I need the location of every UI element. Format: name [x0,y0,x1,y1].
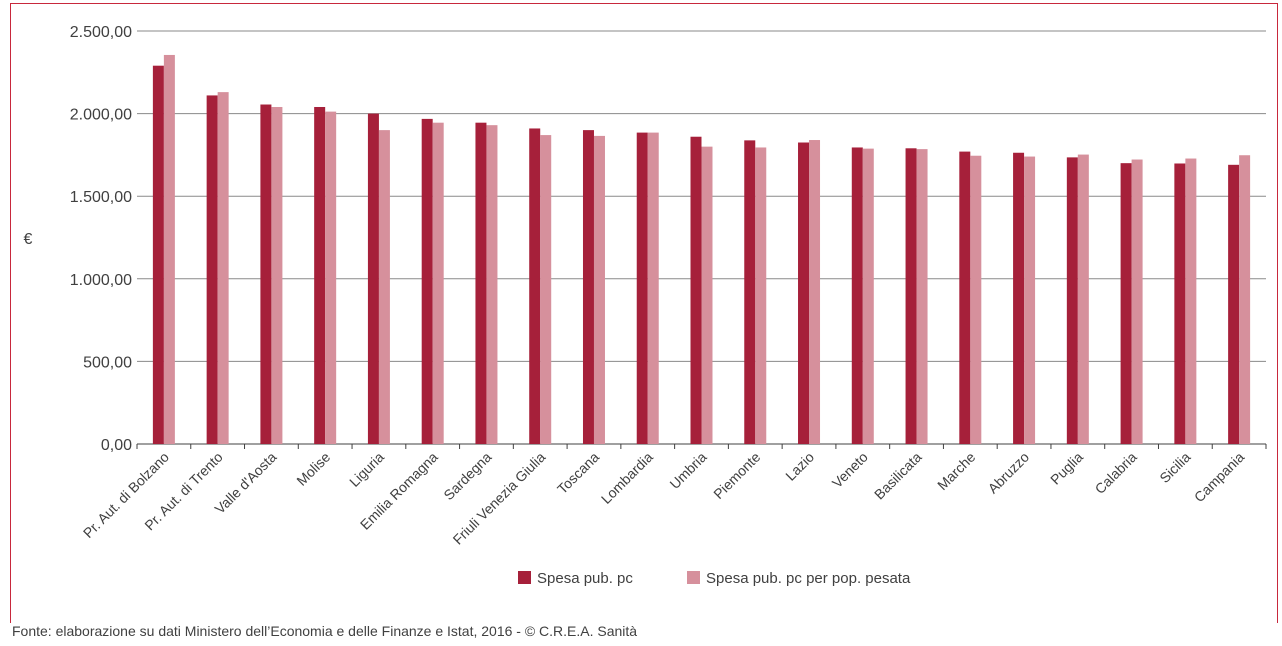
x-tick-label: Marche [934,449,978,493]
bar-spesa-pub-pc [1174,163,1186,444]
bar-spesa-pub-pc [851,147,863,444]
bar-spesa-pub-pc [260,104,272,444]
legend-label: Spesa pub. pc per pop. pesata [706,570,911,587]
x-tick-label: Basilicata [871,449,925,503]
y-tick-label: 1.500,00 [70,189,132,206]
bar-spesa-pub-pc [1228,164,1240,444]
x-tick-label: Campania [1191,449,1248,506]
source-note: Fonte: elaborazione su dati Ministero de… [12,623,638,639]
bar-spesa-pub-pc [367,113,379,444]
x-tick-label: Puglia [1047,449,1086,488]
legend-label: Spesa pub. pc [537,570,633,587]
bar-spesa-pub-pc-pesata [593,135,605,445]
bar-spesa-pub-pc [529,128,541,444]
x-tick-label: Piemonte [710,449,763,502]
bar-spesa-pub-pc-pesata [755,147,767,444]
x-tick-label: Liguria [346,449,387,490]
bar-spesa-pub-pc-pesata [1077,154,1089,445]
bar-spesa-pub-pc-pesata [271,106,283,444]
legend-swatch [687,571,700,584]
y-axis-label: € [24,231,33,248]
x-tick-label: Lazio [782,449,817,484]
legend-swatch [518,571,531,584]
y-tick-label: 500,00 [83,354,132,371]
bar-spesa-pub-pc-pesata [325,111,337,444]
bar-spesa-pub-pc [905,148,917,445]
x-tick-label: Toscana [554,449,602,497]
x-tick-label: Friuli Venezia Giulia [450,449,549,548]
y-axis-ticks: 0,00 500,00 1.000,00 1.500,00 2.000,00 2.500,… [70,24,132,454]
bar-spesa-pub-pc [582,130,594,444]
legend: Spesa pub. pc Spesa pub. pc per pop. pesa… [518,570,911,587]
bar-spesa-pub-pc-pesata [970,155,982,444]
bar-spesa-pub-pc [798,142,810,444]
y-tick-label: 1.000,00 [70,272,132,289]
bars [152,54,1251,445]
bar-spesa-pub-pc-pesata [701,146,713,444]
bar-spesa-pub-pc-pesata [647,132,659,444]
bar-spesa-pub-pc [1120,163,1132,444]
bar-spesa-pub-pc [314,106,326,444]
x-tick-label: Umbria [666,449,709,492]
x-tick-label: Sardegna [440,449,494,503]
bar-spesa-pub-pc [1066,157,1078,445]
bar-spesa-pub-pc-pesata [1239,155,1251,444]
y-tick-label: 0,00 [101,437,132,454]
bar-spesa-pub-pc [636,132,648,444]
bar-spesa-pub-pc [744,140,756,444]
y-tick-label: 2.000,00 [70,107,132,124]
x-tick-label: Calabria [1092,449,1140,497]
bar-spesa-pub-pc [152,65,164,444]
bar-chart: 0,00 500,00 1.000,00 1.500,00 2.000,00 2.500,… [24,24,1267,587]
bar-spesa-pub-pc [206,95,218,444]
bar-spesa-pub-pc-pesata [1131,159,1143,444]
bar-spesa-pub-pc [959,151,971,444]
bar-spesa-pub-pc-pesata [809,140,821,445]
bar-spesa-pub-pc [1013,152,1025,445]
bar-spesa-pub-pc-pesata [486,125,498,444]
bar-spesa-pub-pc-pesata [916,149,928,445]
bar-spesa-pub-pc-pesata [163,54,175,444]
bar-spesa-pub-pc [421,118,433,444]
x-tick-label: Sicilia [1156,449,1193,486]
bar-spesa-pub-pc-pesata [1024,156,1036,444]
bar-spesa-pub-pc-pesata [862,148,874,444]
bar-spesa-pub-pc-pesata [217,92,229,445]
bar-spesa-pub-pc [475,122,487,444]
bar-spesa-pub-pc [690,136,702,444]
bar-spesa-pub-pc-pesata [540,135,552,445]
bar-spesa-pub-pc-pesata [378,130,390,444]
x-tick-label: Abruzzo [985,449,1033,497]
y-tick-label: 2.500,00 [70,24,132,41]
chart-frame [10,3,1278,623]
x-tick-label: Lombardia [598,449,656,507]
bar-spesa-pub-pc-pesata [432,122,444,444]
x-tick-label: Molise [293,449,333,489]
bar-spesa-pub-pc-pesata [1185,158,1197,444]
x-tick-label: Veneto [829,449,871,491]
